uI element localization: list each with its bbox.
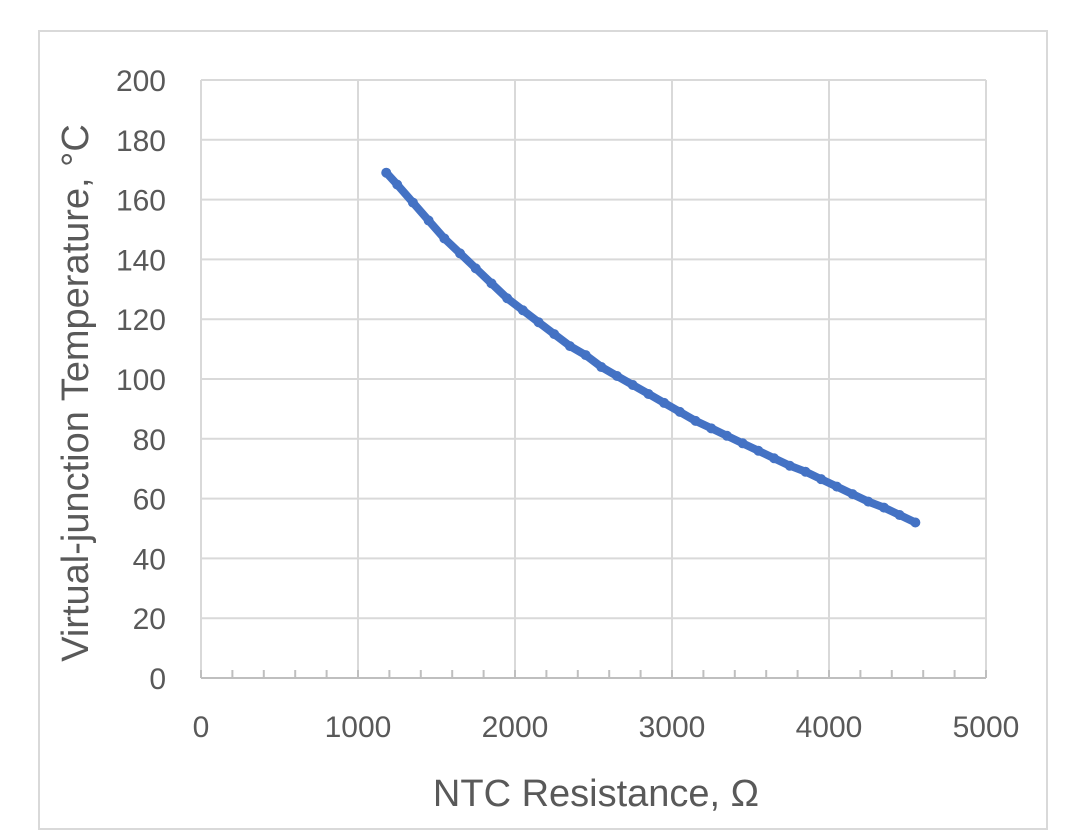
data-point [439, 233, 450, 244]
data-point [580, 350, 591, 361]
series-points [381, 167, 921, 528]
data-point [549, 329, 560, 340]
data-point [596, 362, 607, 373]
y-axis-title: Virtual-junction Temperature, °C [55, 124, 97, 662]
data-point [910, 517, 921, 528]
x-tick-label: 4000 [796, 711, 863, 744]
data-point [643, 388, 654, 399]
x-axis-title: NTC Resistance, Ω [433, 773, 759, 815]
data-point [659, 397, 670, 408]
x-tick-label: 0 [193, 711, 210, 744]
grid [200, 79, 987, 678]
data-point [455, 248, 466, 259]
data-point [816, 474, 827, 485]
y-tick-label: 100 [116, 364, 166, 397]
axes [200, 670, 987, 679]
x-tick-label: 3000 [639, 711, 706, 744]
data-point [423, 215, 434, 226]
data-point [612, 371, 623, 382]
y-tick-label: 140 [116, 244, 166, 277]
data-point [847, 489, 858, 500]
data-point [690, 415, 701, 426]
data-point [564, 341, 575, 352]
data-point [517, 305, 528, 316]
data-point [721, 430, 732, 441]
data-point [502, 293, 513, 304]
data-point [863, 496, 874, 507]
y-tick-label: 0 [149, 663, 166, 696]
y-tick-label: 20 [133, 603, 166, 636]
data-point [706, 423, 717, 434]
x-tick-label: 2000 [482, 711, 549, 744]
data-point [470, 263, 481, 274]
data-point [831, 481, 842, 492]
data-point [800, 466, 811, 477]
series-line [382, 168, 920, 527]
y-tick-label: 40 [133, 543, 166, 576]
data-point [894, 510, 905, 521]
y-tick-label: 160 [116, 185, 166, 218]
data-point [486, 278, 497, 289]
data-point [392, 179, 403, 190]
y-tick-label: 180 [116, 125, 166, 158]
y-tick-label: 200 [116, 65, 166, 98]
data-point [737, 438, 748, 449]
data-point [753, 445, 764, 456]
data-point [533, 317, 544, 328]
x-tick-label: 5000 [953, 711, 1020, 744]
y-tick-label: 120 [116, 304, 166, 337]
data-point [407, 197, 418, 208]
x-tick-label: 1000 [325, 711, 392, 744]
data-point [878, 502, 889, 513]
data-point [381, 167, 392, 178]
data-point [784, 460, 795, 471]
chart-frame [38, 30, 1048, 830]
data-point [674, 406, 685, 417]
data-point [627, 379, 638, 390]
data-point [769, 453, 780, 464]
y-tick-label: 60 [133, 484, 166, 517]
y-tick-label: 80 [133, 424, 166, 457]
